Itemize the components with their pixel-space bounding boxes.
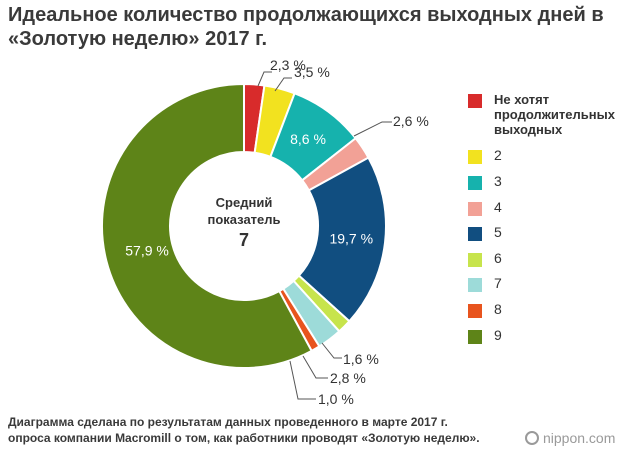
slice-label-9: 57,9 % (125, 243, 169, 259)
slice-label-8: 1,0 % (318, 391, 354, 407)
slice-5 (297, 156, 387, 323)
brand-globe-icon (525, 431, 539, 445)
leader-line-none (257, 71, 272, 87)
legend-label-9: 9 (494, 327, 502, 343)
brand-text: nippon.com (543, 430, 616, 446)
legend-item-6: 6 (468, 251, 502, 267)
legend-item-7: 7 (468, 276, 502, 292)
slice-9 (101, 82, 313, 369)
legend-swatch-7 (468, 278, 482, 292)
center-label-line-1: Средний (216, 195, 273, 210)
legend-swatch-6 (468, 253, 482, 267)
legend-swatch-none (468, 94, 482, 108)
slice-label-2: 3,5 % (294, 64, 330, 80)
slice-label-5: 19,7 % (329, 231, 373, 247)
leader-line-4 (353, 121, 392, 137)
center-value: 7 (239, 230, 249, 250)
legend-swatch-2 (468, 150, 482, 164)
slice-label-7: 2,8 % (330, 370, 366, 386)
slices-group (101, 82, 387, 369)
slice-label-6: 1,6 % (343, 351, 379, 367)
slice-label-3: 8,6 % (290, 131, 326, 147)
legend-label-8: 8 (494, 301, 502, 317)
legend-item-3: 3 (468, 174, 502, 190)
leader-line-6 (321, 342, 342, 359)
chart-title-line-1: Идеальное количество продолжающихся выхо… (8, 4, 604, 26)
chart-title: Идеальное количество продолжающихся выхо… (8, 3, 628, 51)
legend-swatch-9 (468, 330, 482, 344)
legend-item-4: 4 (468, 200, 502, 216)
legend-label-7: 7 (494, 275, 502, 291)
legend-label-2: 2 (494, 147, 502, 163)
legend-label-4: 4 (494, 199, 502, 215)
legend-swatch-8 (468, 304, 482, 318)
legend-label-5: 5 (494, 224, 502, 240)
legend-item-8: 8 (468, 302, 502, 318)
leader-line-7 (302, 355, 328, 379)
chart-title-line-2: «Золотую неделю» 2017 г. (8, 28, 268, 50)
footnote: Диаграмма сделана по результатам данных … (8, 414, 528, 446)
leader-line-2 (274, 77, 292, 92)
legend-item-none: Не хотят продолжительных выходных (468, 92, 615, 137)
slice-label-4: 2,6 % (393, 113, 429, 129)
slice-label-none: 2,3 % (270, 57, 306, 73)
legend-item-9: 9 (468, 328, 502, 344)
leader-lines-group (257, 71, 392, 400)
legend-item-2: 2 (468, 148, 502, 164)
legend-swatch-4 (468, 202, 482, 216)
footnote-line-1: Диаграмма сделана по результатам данных … (8, 415, 448, 429)
legend-label-none: Не хотят продолжительных выходных (494, 92, 615, 137)
brand-logo: nippon.com (525, 430, 615, 446)
legend-item-5: 5 (468, 225, 502, 241)
legend-swatch-3 (468, 176, 482, 190)
legend-label-3: 3 (494, 173, 502, 189)
slice-labels-group: 2,3 %3,5 % 8,6 % 2,6 % 19,7 % 1,6 % 2,8 % 1,0 … (125, 57, 429, 407)
center-label-line-2: показатель (207, 212, 280, 227)
legend-label-6: 6 (494, 250, 502, 266)
legend-swatch-5 (468, 227, 482, 241)
footnote-line-2: опроса компании Macromill о том, как раб… (8, 431, 480, 445)
leader-line-8 (289, 360, 316, 400)
